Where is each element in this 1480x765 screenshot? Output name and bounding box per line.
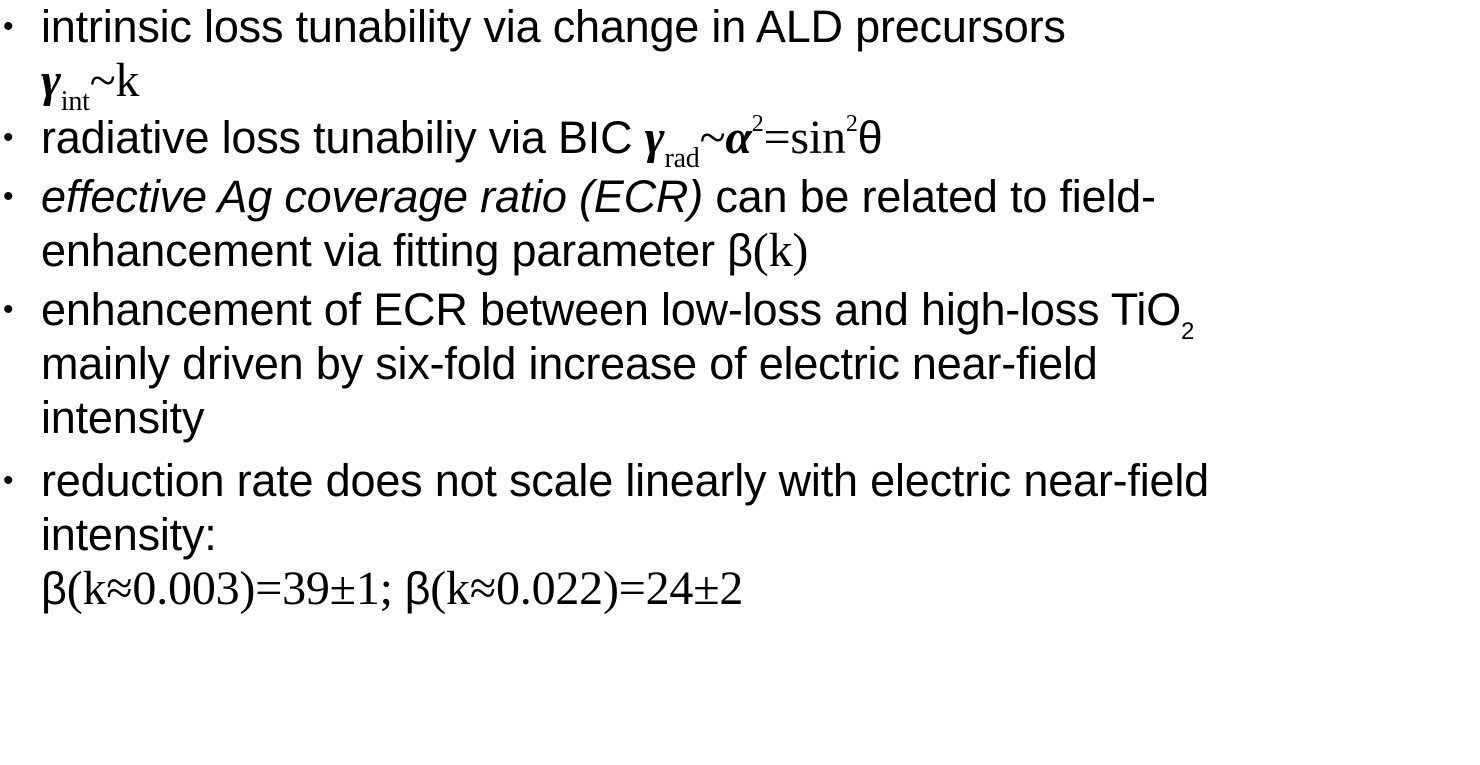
bullet-line: enhancement via fitting parameter β(k)	[41, 224, 1480, 278]
bullet-text: intrinsic loss tunability via change in …	[41, 1, 1066, 52]
gamma-symbol: γ	[41, 54, 61, 107]
bullet-text: intensity	[41, 392, 205, 443]
chem-subscript: 2	[1181, 318, 1195, 345]
subscript-rad: rad	[664, 143, 700, 174]
alpha-exponent: 2	[751, 111, 764, 137]
bullet-text: radiative loss tunabiliy via BIC	[41, 112, 645, 163]
bullet-text: enhancement of ECR between low-loss and …	[41, 284, 1181, 335]
tilde: ~	[699, 111, 726, 164]
bullet-radiative-loss: radiative loss tunabiliy via BIC γrad~α2…	[0, 111, 1480, 173]
bullet-text: enhancement via fitting parameter	[41, 225, 728, 276]
ecr-term: effective Ag coverage ratio (ECR)	[41, 171, 704, 222]
gamma-int-formula: γint~k	[41, 54, 1480, 116]
bullet-list: intrinsic loss tunability via change in …	[0, 0, 1480, 616]
beta-values-formula: β(k≈0.003)=39±1; β(k≈0.022)=24±2	[41, 562, 1480, 616]
beta-argument: (k)	[752, 224, 809, 277]
sin-exponent: 2	[845, 111, 858, 137]
beta-symbol: β	[41, 563, 67, 614]
bullet-text: intensity:	[41, 509, 217, 560]
beta-symbol: β	[404, 563, 431, 614]
bullet-line: effective Ag coverage ratio (ECR) can be…	[41, 170, 1480, 224]
bullet-text: reduction rate does not scale linearly w…	[41, 455, 1209, 506]
bullet-text: can be related to field-	[703, 171, 1156, 222]
alpha-symbol: α	[725, 111, 752, 164]
beta-symbol: β	[727, 225, 753, 276]
equals-sin: =sin	[763, 111, 846, 164]
beta-value-high-loss: (k≈0.022)=24±2	[430, 562, 744, 615]
bullet-line: enhancement of ECR between low-loss and …	[41, 283, 1480, 344]
beta-value-low-loss: (k≈0.003)=39±1;	[66, 562, 405, 615]
formula-rest: ~k	[89, 54, 140, 107]
gamma-symbol: γ	[644, 111, 665, 164]
theta-symbol: θ	[857, 112, 883, 163]
bullet-ecr: effective Ag coverage ratio (ECR) can be…	[0, 170, 1480, 278]
bullet-line: radiative loss tunabiliy via BIC γrad~α2…	[41, 111, 1480, 173]
bullet-intrinsic-loss: intrinsic loss tunability via change in …	[0, 0, 1480, 116]
bullet-reduction-rate: reduction rate does not scale linearly w…	[0, 454, 1480, 616]
bullet-ecr-enhancement: enhancement of ECR between low-loss and …	[0, 283, 1480, 445]
bullet-text: mainly driven by six-fold increase of el…	[41, 338, 1098, 389]
